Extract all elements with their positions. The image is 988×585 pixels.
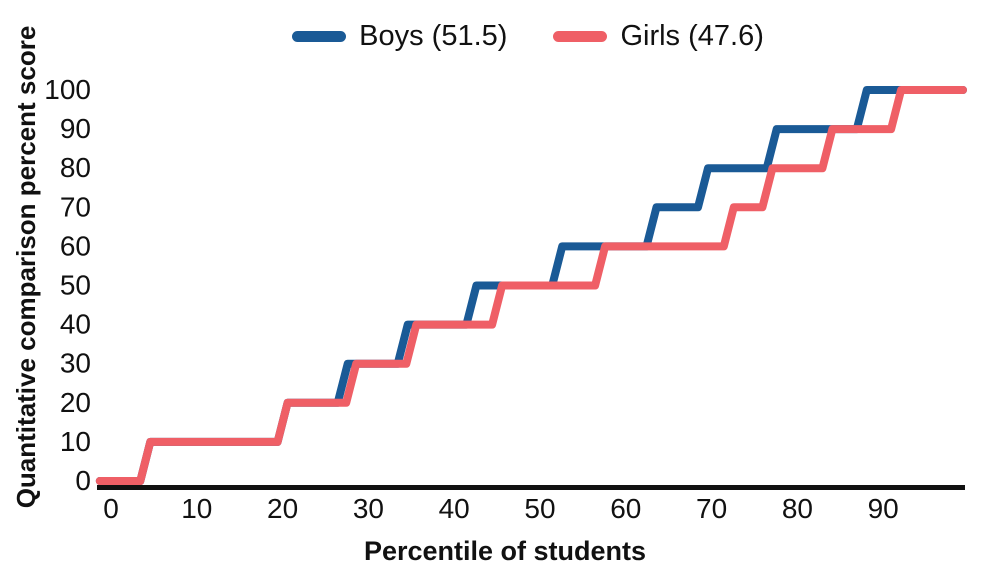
- y-tick-label-100: 100: [44, 74, 91, 105]
- y-tick-label-90: 90: [60, 113, 91, 144]
- y-tick-label-70: 70: [60, 191, 91, 222]
- legend-label-boys: Boys (51.5): [359, 20, 508, 52]
- x-tick-label-10: 10: [181, 493, 212, 524]
- x-axis-title: Percentile of students: [363, 536, 647, 566]
- x-tick-label-20: 20: [267, 493, 298, 524]
- y-tick-label-30: 30: [60, 348, 91, 379]
- y-tick-label-50: 50: [60, 270, 91, 301]
- y-tick-label-60: 60: [60, 230, 91, 261]
- y-tick-label-0: 0: [75, 465, 91, 496]
- x-tick-label-60: 60: [610, 493, 641, 524]
- legend-label-girls: Girls (47.6): [620, 20, 764, 52]
- legend: Boys (51.5) Girls (47.6): [68, 20, 988, 53]
- x-tick-label-90: 90: [868, 493, 899, 524]
- legend-item-girls: Girls (47.6): [553, 20, 764, 53]
- x-tick-label-50: 50: [524, 493, 555, 524]
- x-tick-label-70: 70: [696, 493, 727, 524]
- y-tick-label-40: 40: [60, 309, 91, 340]
- girls-series-line: [95, 86, 967, 485]
- y-tick-label-10: 10: [60, 426, 91, 457]
- y-tick-label-20: 20: [60, 387, 91, 418]
- legend-item-boys: Boys (51.5): [292, 20, 507, 53]
- x-tick-label-40: 40: [439, 493, 470, 524]
- girls-line-swatch: [553, 31, 608, 42]
- boys-line-swatch: [292, 31, 347, 42]
- x-tick-label-0: 0: [103, 493, 119, 524]
- x-tick-label-80: 80: [782, 493, 813, 524]
- x-tick-label-30: 30: [353, 493, 384, 524]
- y-tick-label-80: 80: [60, 152, 91, 183]
